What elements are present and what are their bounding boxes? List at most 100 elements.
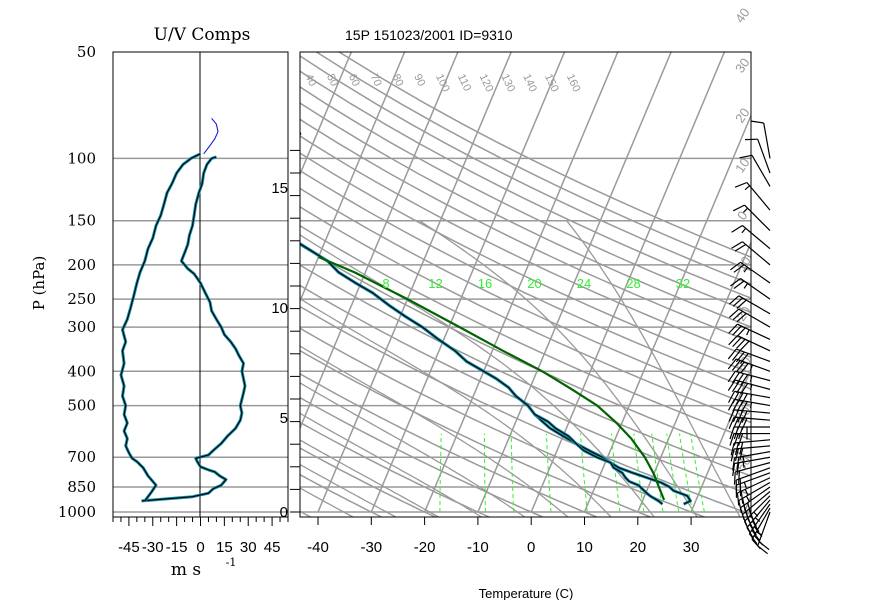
- wind-barb-half: [744, 489, 749, 495]
- dry-adiabat: [300, 169, 751, 390]
- moist-adiabat-label: 20: [732, 105, 753, 125]
- uv-series-group: [119, 117, 247, 503]
- wind-barb-flag: [751, 538, 761, 550]
- wind-barb-half: [754, 517, 761, 522]
- mixing-ratio-labels: 8 12 16 20 24 28 32: [382, 276, 690, 291]
- mixing-ratio-line: [510, 433, 515, 513]
- wind-barb-flag: [731, 224, 743, 233]
- height-label: 0: [280, 504, 288, 521]
- wind-barb-flag: [727, 379, 736, 391]
- uv-x-tick-label: 45: [264, 539, 281, 556]
- skewt-series-group: [300, 132, 692, 506]
- wind-barb: [751, 507, 771, 550]
- wind-barb-flag: [733, 433, 739, 446]
- wind-barb-shaft: [735, 379, 771, 390]
- dry-adiabats: [300, 52, 751, 517]
- wind-barb-flag: [736, 299, 747, 309]
- wind-barb: [729, 308, 771, 328]
- wind-barb-flag: [732, 325, 742, 336]
- wind-barb-flag: [731, 241, 743, 249]
- wind-barb-flag: [735, 361, 745, 373]
- wind-barb-flag: [736, 457, 740, 470]
- wind-barb-half: [742, 461, 745, 469]
- wind-barb: [727, 390, 771, 406]
- uv-pressure-tick-label: 400: [67, 362, 96, 380]
- wind-barb-flag: [727, 348, 737, 360]
- wind-barb: [728, 409, 771, 423]
- wind-barb-flag: [732, 336, 742, 348]
- isotherm: [743, 494, 751, 513]
- wind-barb: [731, 241, 771, 266]
- moist-adiabat: [300, 345, 569, 517]
- uv-panel: U/V Comps P (hPa) 5010015020025030040050…: [30, 25, 289, 580]
- wind-barb-flag: [740, 491, 744, 504]
- wind-barb-half: [741, 227, 747, 234]
- wind-barb-flag: [728, 323, 738, 334]
- dry-adiabat: [300, 102, 751, 328]
- theta-label: 100: [433, 72, 452, 94]
- wind-barb: [727, 348, 771, 364]
- wind-barb-flag: [731, 350, 741, 361]
- isotherm: [300, 52, 352, 177]
- dry-adiabat: [300, 187, 751, 407]
- uv-pressure-tick-label: 50: [77, 43, 96, 61]
- wind-barb-flag: [728, 409, 735, 422]
- mixing-ratio-label: 12: [428, 276, 442, 291]
- moist-adiabat: [300, 297, 612, 517]
- wind-barb-shaft: [763, 122, 771, 159]
- wind-barb-flag: [731, 360, 741, 371]
- skewt-frame: [299, 51, 752, 518]
- theta-label: 120: [477, 72, 496, 94]
- uv-x-tick-label: -45: [118, 539, 140, 556]
- theta-label: 70: [368, 72, 384, 88]
- wind-barb-flag: [740, 353, 749, 364]
- wind-barb-flag: [732, 410, 739, 423]
- wind-barb-shaft: [740, 486, 771, 509]
- uv-x-tick-label: 15: [216, 539, 233, 556]
- wind-barb-flag: [753, 526, 763, 538]
- skewt-title: 15P 151023/2001 ID=9310: [345, 27, 513, 43]
- wind-barb: [744, 138, 771, 174]
- wind-barb-flag: [736, 312, 747, 323]
- isotherm: [0, 52, 138, 512]
- moist-adiabat: [300, 487, 355, 517]
- height-label: 15: [271, 180, 288, 197]
- mixing-ratio-lines: [439, 433, 705, 513]
- skewt-plot-area: [0, 52, 751, 517]
- uv-title: U/V Comps: [154, 25, 251, 45]
- wind-barb-flag: [749, 523, 757, 536]
- wind-barb-shaft: [757, 138, 771, 174]
- wind-barb-flag: [747, 502, 752, 516]
- wind-barb: [728, 323, 771, 340]
- wind-barb-flag: [736, 327, 746, 338]
- uv-pressure-tick-label: 100: [67, 149, 96, 167]
- isotherm: [0, 52, 191, 512]
- temperature-tick-label: 10: [576, 539, 593, 556]
- dry-adiabat: [300, 118, 751, 343]
- isotherm: [300, 52, 406, 303]
- wind-barb: [730, 261, 771, 284]
- mixing-ratio-label: 28: [626, 276, 640, 291]
- wind-barb-flag: [732, 463, 736, 477]
- uv-series-0-shadow: [141, 155, 247, 503]
- wind-barb-flag: [739, 340, 750, 351]
- mixing-ratio-line: [483, 433, 486, 513]
- temperature-profile: [300, 132, 692, 505]
- height-label: 10: [271, 300, 288, 317]
- wind-barb-flag: [729, 433, 735, 446]
- height-label: 5: [280, 410, 288, 427]
- uv-pressure-tick-label: 150: [67, 212, 96, 230]
- dry-adiabat: [300, 264, 751, 477]
- moist-adiabats: [300, 220, 741, 517]
- wind-barb-flag: [733, 264, 745, 273]
- wind-barb-shaft: [740, 261, 771, 284]
- dry-adiabat: [300, 70, 751, 299]
- temperature-tick-label: 20: [629, 539, 646, 556]
- wind-barb-half: [742, 456, 745, 463]
- wind-barb-flag: [734, 448, 739, 462]
- wind-barb-flag: [729, 308, 740, 318]
- wind-barb-flag: [736, 373, 745, 385]
- height-labels: 0 5 10 15: [271, 180, 288, 521]
- wind-barb-flag: [732, 391, 740, 404]
- dry-adiabat: [300, 55, 751, 285]
